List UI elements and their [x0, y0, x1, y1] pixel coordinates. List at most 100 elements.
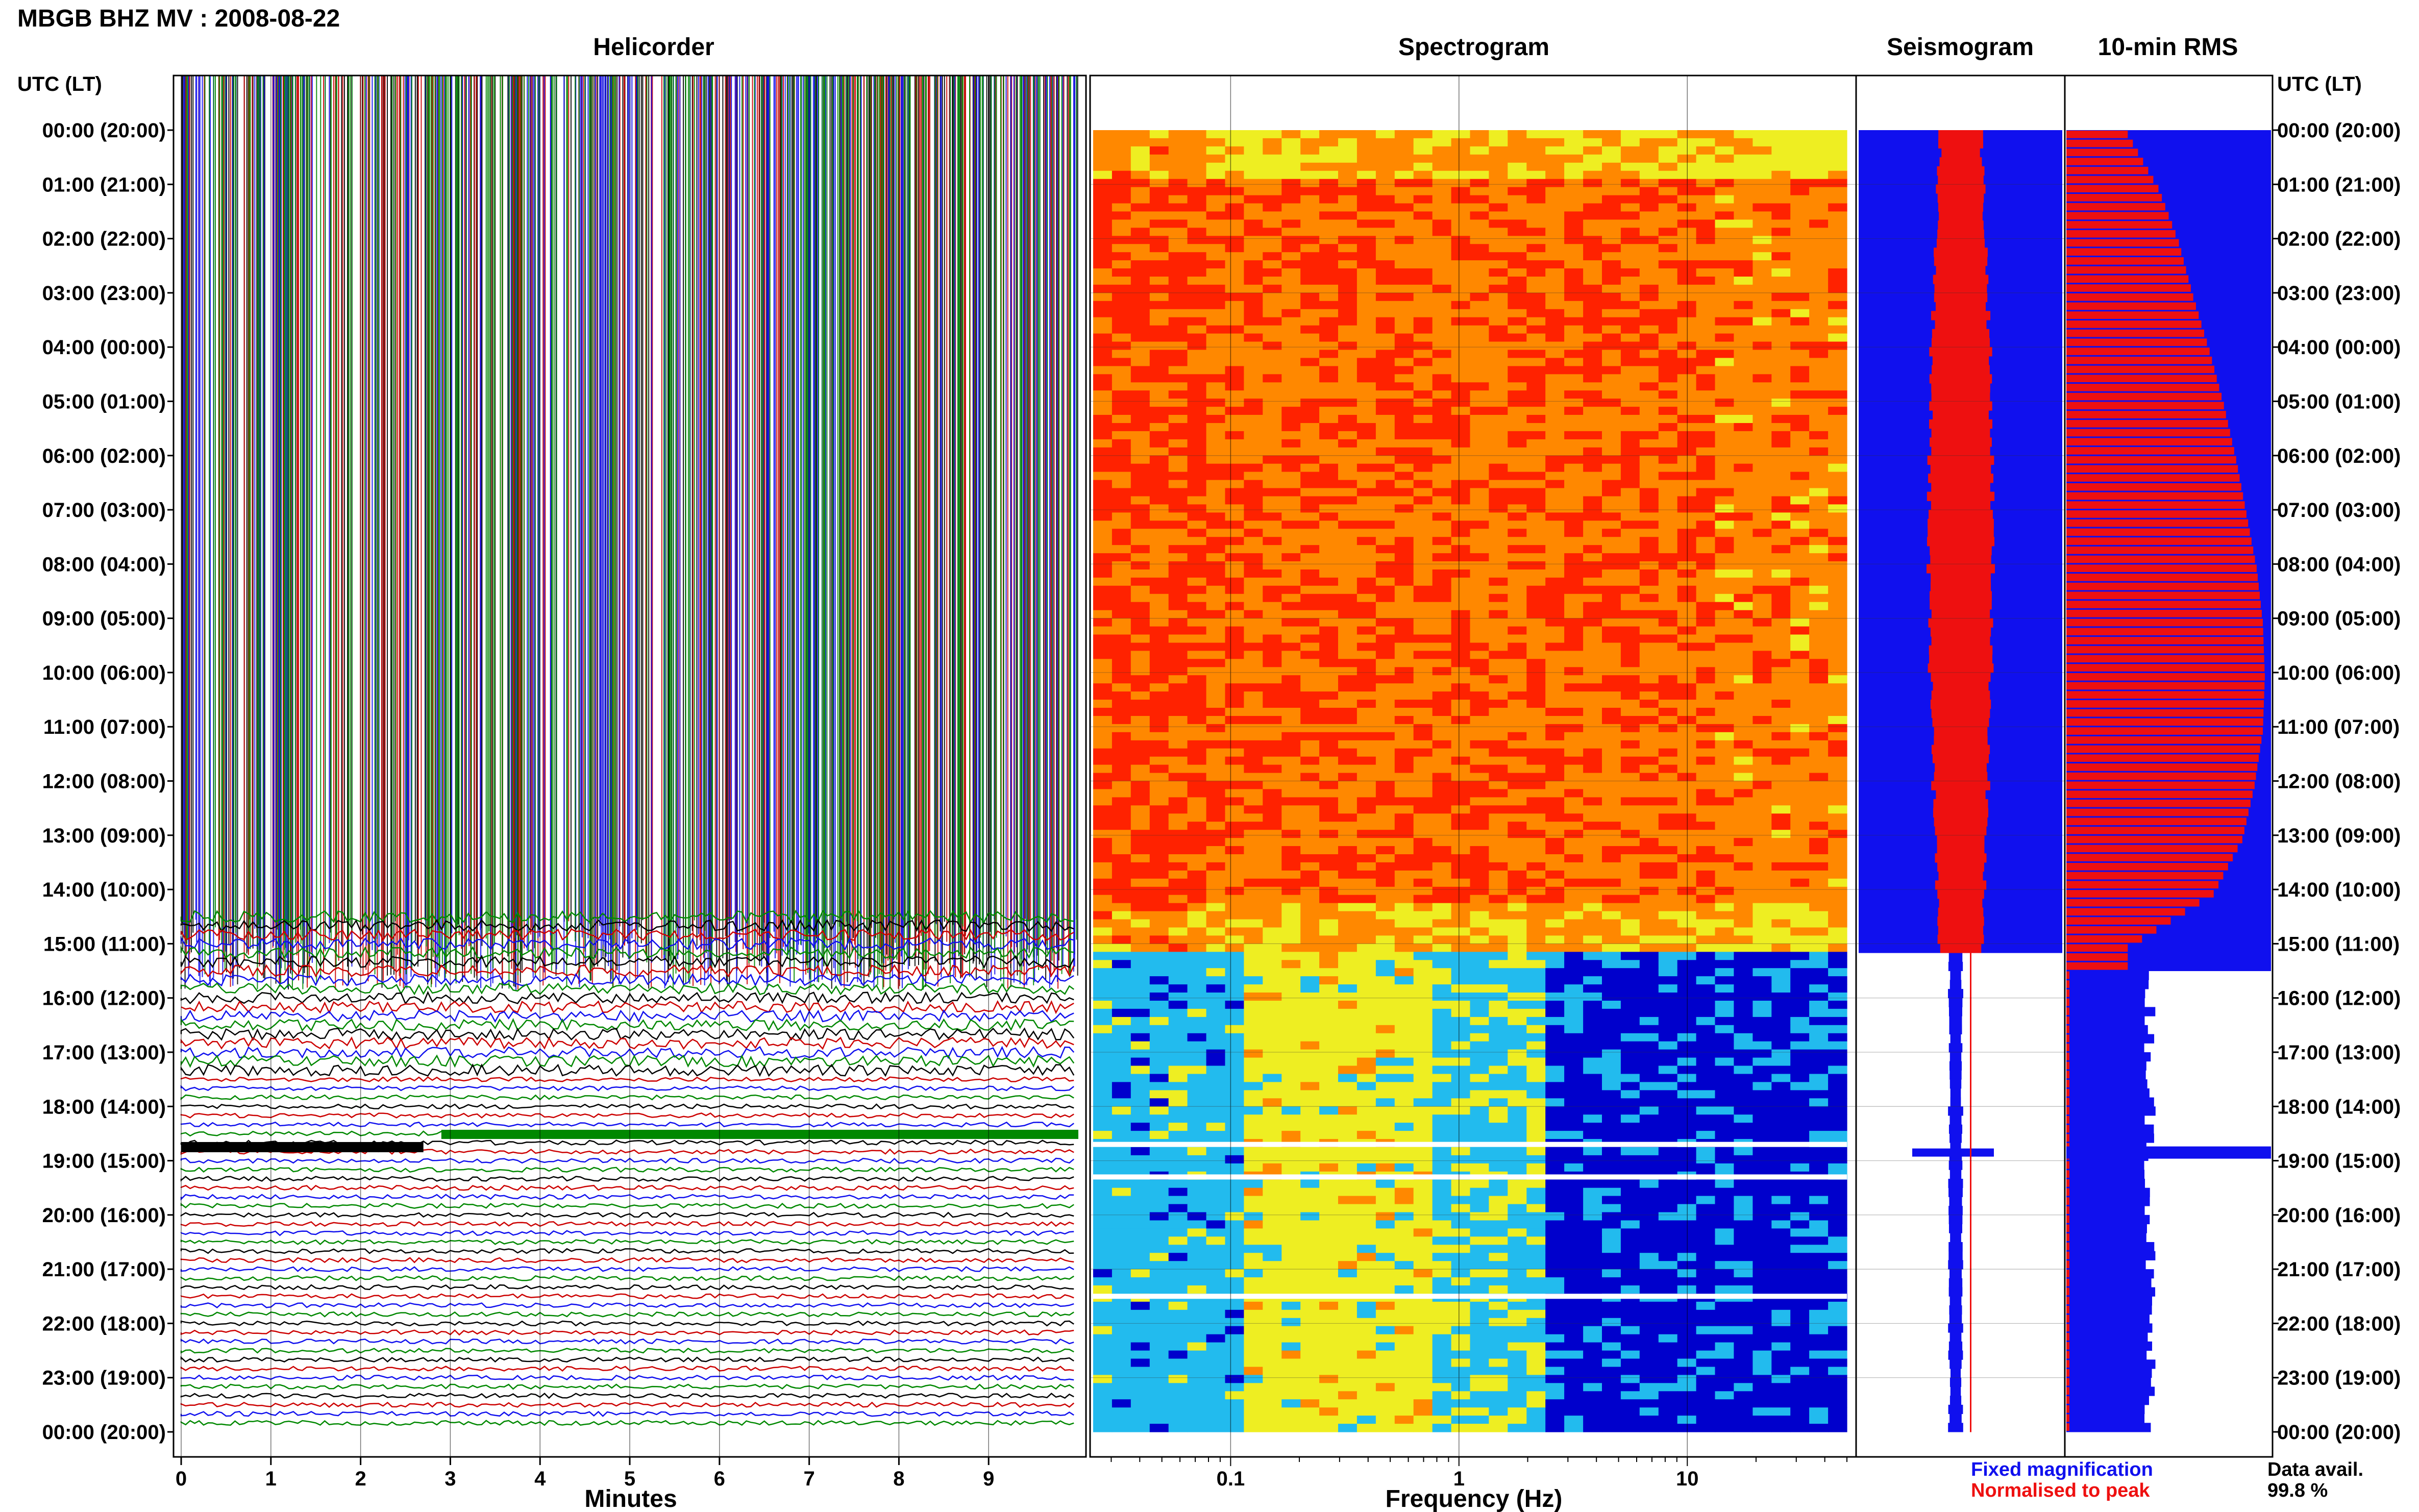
spectrogram-cell — [1206, 651, 1226, 659]
spectrogram-cell — [1809, 292, 1829, 302]
spectrogram-cell — [1413, 960, 1433, 969]
spectrogram-cell — [1602, 919, 1621, 928]
spectrogram-cell — [1451, 944, 1471, 952]
spectrogram-cell — [1244, 634, 1263, 643]
spectrogram-cell — [1715, 545, 1734, 554]
spectrogram-cell — [1093, 610, 1113, 619]
spectrogram-cell — [1112, 1090, 1131, 1099]
spectrogram-cell — [1225, 610, 1244, 619]
spectrogram-cell — [1225, 968, 1244, 977]
spectrogram-cell — [1225, 976, 1244, 985]
spectrogram-cell — [1093, 773, 1113, 782]
spectrogram-cell — [1790, 659, 1810, 667]
spectrogram-cell — [1451, 797, 1471, 806]
spectrogram-cell — [1715, 577, 1734, 586]
spectrogram-cell — [1639, 463, 1659, 473]
spectrogram-cell — [1677, 447, 1697, 456]
spectrogram-cell — [1413, 561, 1433, 570]
spectrogram-cell — [1809, 162, 1829, 171]
spectrogram-cell — [1168, 423, 1188, 432]
spectrogram-cell — [1734, 228, 1753, 236]
spectrogram-cell — [1790, 911, 1810, 920]
spectrogram-cell — [1771, 1074, 1791, 1082]
spectrogram-cell — [1715, 162, 1734, 171]
spectrogram-cell — [1168, 683, 1188, 692]
spectrogram-cell — [1620, 683, 1640, 692]
spectrogram-cell — [1300, 228, 1320, 236]
spectrogram-cell — [1809, 830, 1829, 838]
spectrogram-cell — [1244, 407, 1263, 415]
spectrogram-cell — [1583, 358, 1602, 366]
spectrogram-cell — [1112, 366, 1131, 375]
spectrogram-cell — [1564, 309, 1584, 318]
spectrogram-cell — [1206, 700, 1226, 708]
spectrogram-cell — [1281, 496, 1301, 505]
spectrogram-cell — [1828, 390, 1847, 399]
spectrogram-cell — [1526, 724, 1546, 733]
spectrogram-cell — [1489, 211, 1508, 220]
spectrogram-cell — [1658, 764, 1678, 774]
spectrogram-cell — [1677, 130, 1697, 139]
spectrogram-cell — [1432, 797, 1452, 806]
spectrogram-cell — [1658, 529, 1678, 537]
spectrogram-cell — [1451, 960, 1471, 969]
spectrogram-cell — [1489, 1123, 1508, 1131]
spectrogram-cell — [1583, 854, 1602, 863]
spectrogram-cell — [1828, 1017, 1847, 1026]
spectrogram-cell — [1130, 952, 1150, 960]
spectrogram-cell — [1620, 1008, 1640, 1018]
spectrogram-cell — [1338, 301, 1357, 310]
spectrogram-cell — [1658, 919, 1678, 928]
spectrogram-cell — [1545, 968, 1565, 977]
spectrogram-cell — [1244, 301, 1263, 310]
spectrogram-cell — [1545, 268, 1565, 277]
spectrogram-cell — [1394, 569, 1414, 578]
spectrogram-cell — [1375, 993, 1395, 1001]
spectrogram-cell — [1394, 138, 1414, 147]
spectrogram-cell — [1602, 846, 1621, 855]
spectrogram-cell — [1263, 431, 1282, 440]
spectrogram-cell — [1168, 179, 1188, 188]
spectrogram-cell — [1149, 764, 1169, 774]
spectrogram-cell — [1771, 813, 1791, 822]
spectrogram-cell — [1356, 244, 1376, 253]
spectrogram-cell — [1319, 675, 1339, 684]
spectrogram-cell — [1715, 317, 1734, 326]
spectrogram-cell — [1790, 1049, 1810, 1058]
spectrogram-cell — [1639, 708, 1659, 716]
spectrogram-cell — [1451, 634, 1471, 643]
spectrogram-cell — [1300, 1090, 1320, 1099]
spectrogram-cell — [1375, 480, 1395, 489]
spectrogram-cell — [1375, 455, 1395, 464]
spectrogram-cell — [1696, 390, 1716, 399]
spectrogram-cell — [1715, 993, 1734, 1001]
spectrogram-cell — [1413, 390, 1433, 399]
spectrogram-cell — [1394, 993, 1414, 1001]
spectrogram-cell — [1187, 789, 1207, 798]
spectrogram-cell — [1244, 488, 1263, 497]
spectrogram-cell — [1734, 610, 1753, 619]
spectrogram-cell — [1244, 138, 1263, 147]
spectrogram-cell — [1300, 870, 1320, 879]
spectrogram-cell — [1112, 797, 1131, 806]
spectrogram-cell — [1187, 846, 1207, 855]
spectrogram-cell — [1658, 1114, 1678, 1123]
spectrogram-cell — [1508, 993, 1527, 1001]
spectrogram-cell — [1149, 1033, 1169, 1042]
spectrogram-cell — [1677, 170, 1697, 180]
spectrogram-cell — [1225, 1033, 1244, 1042]
spectrogram-cell — [1583, 993, 1602, 1001]
spectrogram-cell — [1356, 284, 1376, 293]
spectrogram-cell — [1639, 838, 1659, 847]
spectrogram-cell — [1771, 219, 1791, 228]
spectrogram-cell — [1168, 236, 1188, 244]
spectrogram-cell — [1583, 830, 1602, 838]
spectrogram-cell — [1658, 1098, 1678, 1107]
spectrogram-cell — [1432, 903, 1452, 912]
spectrogram-cell — [1093, 488, 1113, 497]
spectrogram-cell — [1225, 1057, 1244, 1067]
spectrogram-cell — [1639, 577, 1659, 586]
spectrogram-cell — [1752, 935, 1772, 944]
spectrogram-cell — [1112, 1106, 1131, 1115]
spectrogram-cell — [1696, 651, 1716, 659]
